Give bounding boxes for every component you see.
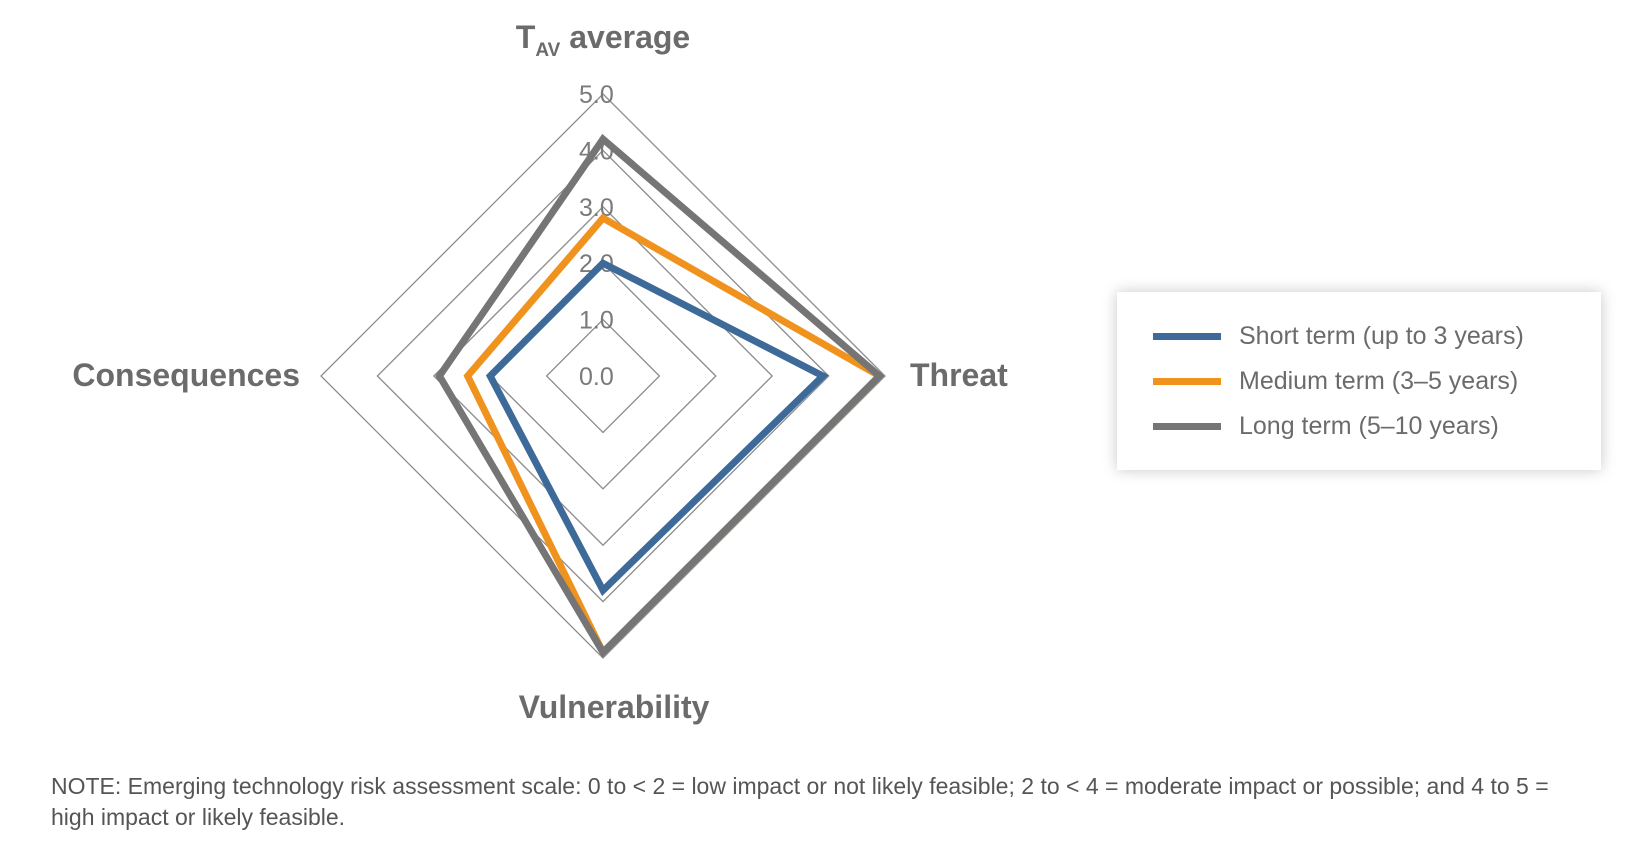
tick-label-1: 1.0 xyxy=(579,307,614,335)
legend-swatch-medium-term xyxy=(1153,378,1221,385)
grid-ring-5 xyxy=(320,93,886,659)
series-line-0 xyxy=(485,258,829,597)
legend-swatch-short-term xyxy=(1153,333,1221,340)
axis-label-consequences: Consequences xyxy=(72,357,300,393)
legend-label-medium-term: Medium term (3–5 years) xyxy=(1239,367,1519,395)
axis-label-tav-average: TAV average xyxy=(516,19,690,61)
tick-label-5: 5.0 xyxy=(579,81,614,109)
chart-note: NOTE: Emerging technology risk assessmen… xyxy=(51,773,1549,830)
series-line-2 xyxy=(435,133,885,659)
legend-item-long-term: Long term (5–10 years) xyxy=(1153,404,1601,449)
axis-label-vulnerability: Vulnerability xyxy=(519,689,710,725)
axis-label-threat: Threat xyxy=(910,357,1008,393)
legend-label-long-term: Long term (5–10 years) xyxy=(1239,412,1499,440)
chart-legend: Short term (up to 3 years) Medium term (… xyxy=(1117,292,1601,470)
radar-series xyxy=(435,133,886,659)
grid-ring-1 xyxy=(545,318,661,434)
legend-swatch-long-term xyxy=(1153,423,1221,430)
tick-label-0: 0.0 xyxy=(579,363,614,391)
legend-label-short-term: Short term (up to 3 years) xyxy=(1239,322,1524,350)
radar-chart: 0.01.02.03.04.05.0 TAV average Threat Vu… xyxy=(72,19,1008,725)
legend-item-medium-term: Medium term (3–5 years) xyxy=(1153,359,1601,404)
legend-item-short-term: Short term (up to 3 years) xyxy=(1153,314,1601,359)
